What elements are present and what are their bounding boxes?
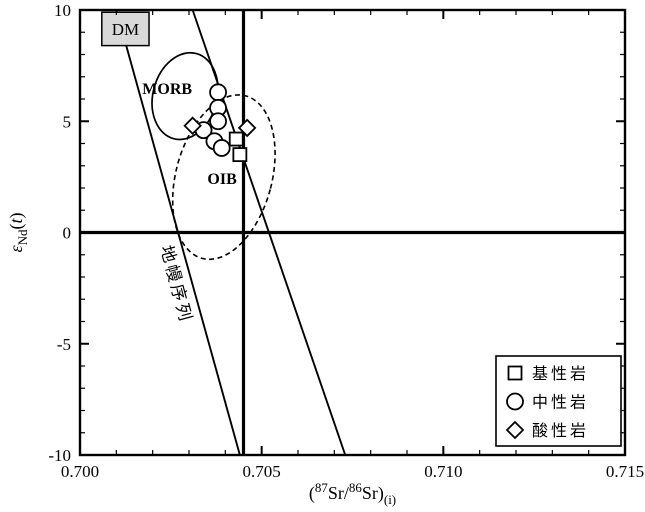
data-point-diamond bbox=[183, 116, 202, 135]
data-point-circle bbox=[209, 112, 227, 131]
x-tick-label: 0.715 bbox=[606, 462, 644, 481]
data-point-diamond bbox=[237, 118, 257, 138]
y-tick-label: -10 bbox=[48, 446, 71, 465]
legend-label: 酸性岩 bbox=[532, 422, 589, 440]
data-point-circle bbox=[209, 83, 227, 102]
data-point-circle bbox=[212, 139, 231, 157]
legend-marker-square bbox=[507, 365, 523, 381]
y-axis-title: εNd(t) bbox=[6, 213, 30, 253]
dm-box bbox=[101, 11, 150, 47]
legend-marker-diamond bbox=[505, 420, 525, 440]
x-tick-label: 0.710 bbox=[424, 462, 462, 481]
y-tick-label: 0 bbox=[63, 224, 72, 243]
legend-label: 中性岩 bbox=[532, 394, 589, 412]
x-tick-label: 0.700 bbox=[61, 462, 99, 481]
x-tick-label: 0.705 bbox=[243, 462, 281, 481]
oib-label: OIB bbox=[207, 171, 237, 188]
data-point-square bbox=[228, 131, 244, 147]
x-axis-title: (87Sr/86Sr)(i) bbox=[309, 480, 396, 507]
dm-label: DM bbox=[112, 20, 139, 39]
y-tick-label: -5 bbox=[57, 335, 71, 354]
y-tick-label: 5 bbox=[63, 112, 72, 131]
data-point-square bbox=[232, 147, 248, 163]
legend-label: 基性岩 bbox=[532, 365, 589, 383]
y-tick-label: 10 bbox=[54, 1, 71, 20]
legend-marker-circle bbox=[506, 392, 524, 411]
oib-ellipse bbox=[171, 94, 276, 261]
morb-label: MORB bbox=[142, 81, 192, 98]
